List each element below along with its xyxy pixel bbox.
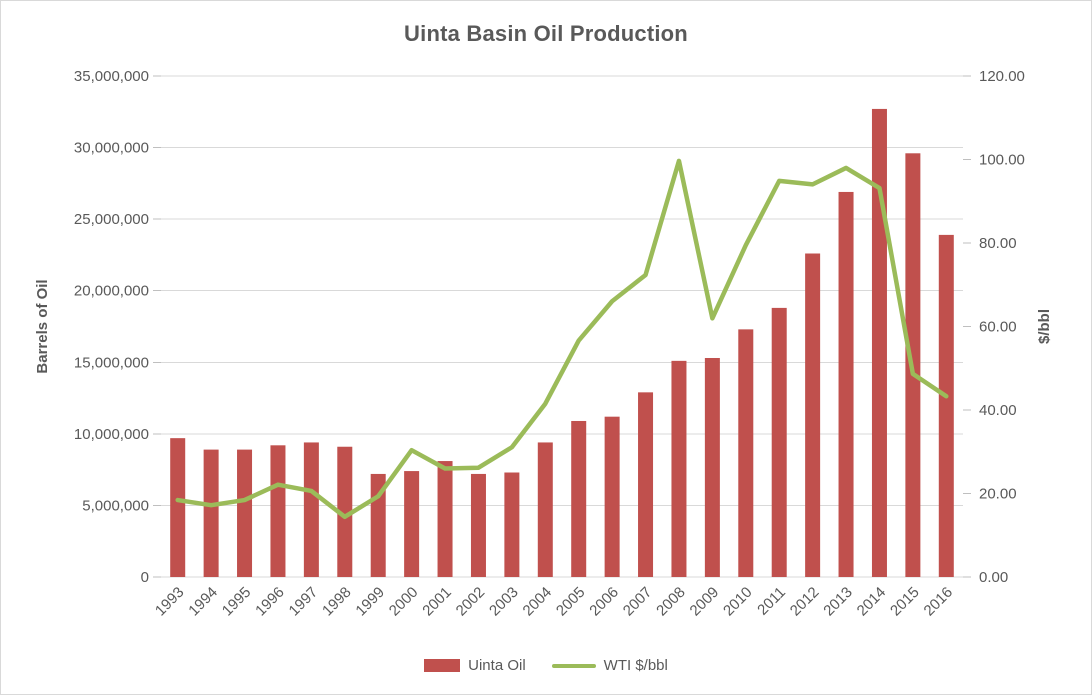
legend-item-wti: WTI $/bbl <box>551 657 668 674</box>
bar-1998 <box>337 446 353 577</box>
bar-2010 <box>738 329 754 577</box>
left-axis-tick-label: 30,000,000 <box>74 140 149 157</box>
x-axis-label-2003: 2003 <box>486 584 522 620</box>
bar-2012 <box>805 253 821 578</box>
bar-2003 <box>504 472 520 577</box>
x-axis-label-1996: 1996 <box>252 584 288 620</box>
bar-2000 <box>404 471 420 577</box>
wti-line-swatch <box>551 663 596 668</box>
bar-2008 <box>671 360 687 577</box>
x-axis-label-2011: 2011 <box>754 584 789 619</box>
right-axis-tick-label: 60.00 <box>979 319 1017 336</box>
bar-1995 <box>237 449 253 577</box>
right-axis-tick-label: 40.00 <box>979 402 1017 419</box>
left-axis-tick-label: 25,000,000 <box>74 211 149 228</box>
x-axis-label-1993: 1993 <box>152 584 188 620</box>
bar-2009 <box>704 357 720 577</box>
bar-2005 <box>571 420 587 577</box>
left-axis-tick-label: 15,000,000 <box>74 354 149 371</box>
x-axis-label-2016: 2016 <box>920 584 956 620</box>
chart-legend: Uinta Oil WTI $/bbl <box>1 657 1091 674</box>
left-axis-tick-label: 35,000,000 <box>74 68 149 85</box>
x-axis-label-2000: 2000 <box>386 584 422 620</box>
bar-2011 <box>771 307 787 577</box>
bar-2001 <box>437 461 453 577</box>
bar-1994 <box>203 449 219 577</box>
x-axis-label-2014: 2014 <box>854 584 890 620</box>
bar-2004 <box>537 442 553 577</box>
bar-2014 <box>871 108 887 578</box>
x-axis-label-2005: 2005 <box>553 584 589 620</box>
right-axis-title: $/bbl <box>1036 309 1053 344</box>
wti-price-line <box>175 158 949 520</box>
bar-2007 <box>638 392 654 577</box>
x-axis-label-2008: 2008 <box>653 584 689 620</box>
right-axis-tick-label: 20.00 <box>979 486 1017 503</box>
x-axis-label-2015: 2015 <box>887 584 923 620</box>
legend-label-uinta-oil: Uinta Oil <box>468 657 526 674</box>
left-axis-tick-label: 10,000,000 <box>74 426 149 443</box>
right-axis-tick-label: 80.00 <box>979 235 1017 252</box>
legend-label-wti: WTI $/bbl <box>603 657 668 674</box>
x-axis-label-2007: 2007 <box>620 584 656 620</box>
left-axis-tick-label: 5,000,000 <box>82 497 149 514</box>
x-axis-label-1998: 1998 <box>319 584 355 620</box>
left-axis-title: Barrels of Oil <box>34 279 51 373</box>
right-axis-tick-label: 0.00 <box>979 569 1008 586</box>
bar-2006 <box>604 416 620 577</box>
right-axis-tick-label: 100.00 <box>979 152 1025 169</box>
x-axis-label-2010: 2010 <box>720 584 756 620</box>
x-axis-label-2012: 2012 <box>787 584 823 620</box>
x-axis-label-1994: 1994 <box>185 584 221 620</box>
x-axis-label-2004: 2004 <box>519 584 555 620</box>
bar-1993 <box>170 438 186 577</box>
bar-2002 <box>470 473 486 577</box>
x-axis-label-2001: 2001 <box>419 584 455 620</box>
bar-1997 <box>303 442 319 577</box>
legend-item-uinta-oil: Uinta Oil <box>424 657 526 674</box>
left-axis-tick-label: 20,000,000 <box>74 283 149 300</box>
uinta-oil-bar-swatch <box>424 659 461 672</box>
x-axis-label-2013: 2013 <box>820 584 856 620</box>
x-axis-label-1995: 1995 <box>219 584 255 620</box>
bar-2013 <box>838 191 854 577</box>
x-axis-label-1997: 1997 <box>286 584 322 620</box>
x-axis-label-2009: 2009 <box>687 584 723 620</box>
left-axis-tick-label: 0 <box>141 569 149 586</box>
bar-2016 <box>938 234 954 578</box>
x-axis-label-1999: 1999 <box>352 584 388 620</box>
x-axis-label-2002: 2002 <box>453 584 489 620</box>
bar-1996 <box>270 445 286 577</box>
chart-title: Uinta Basin Oil Production <box>404 21 688 46</box>
right-axis-tick-label: 120.00 <box>979 68 1025 85</box>
x-axis-label-2006: 2006 <box>586 584 622 620</box>
